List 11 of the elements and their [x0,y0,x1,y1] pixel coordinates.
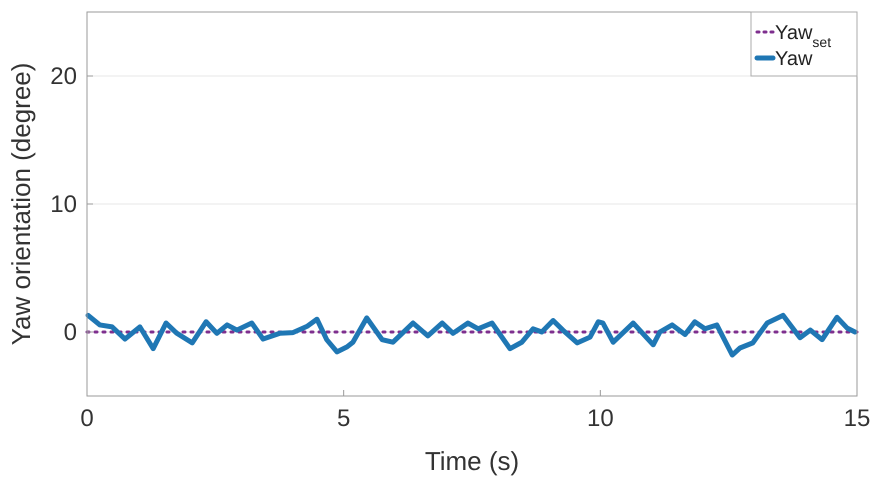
y-axis-title: Yaw orientation (degree) [6,62,36,346]
y-tick-label: 20 [50,63,77,90]
x-tick-label: 15 [844,405,870,432]
x-axis-title: Time (s) [424,446,520,476]
x-tick-label: 0 [80,405,94,432]
y-tick-label: 10 [50,191,77,218]
x-tick-label: 5 [336,405,350,432]
y-tick-label: 0 [64,319,77,346]
legend-label: Yaw$_{set}$ [775,22,832,50]
legend-label: Yaw [775,48,813,70]
x-tick-label: 10 [586,405,614,432]
